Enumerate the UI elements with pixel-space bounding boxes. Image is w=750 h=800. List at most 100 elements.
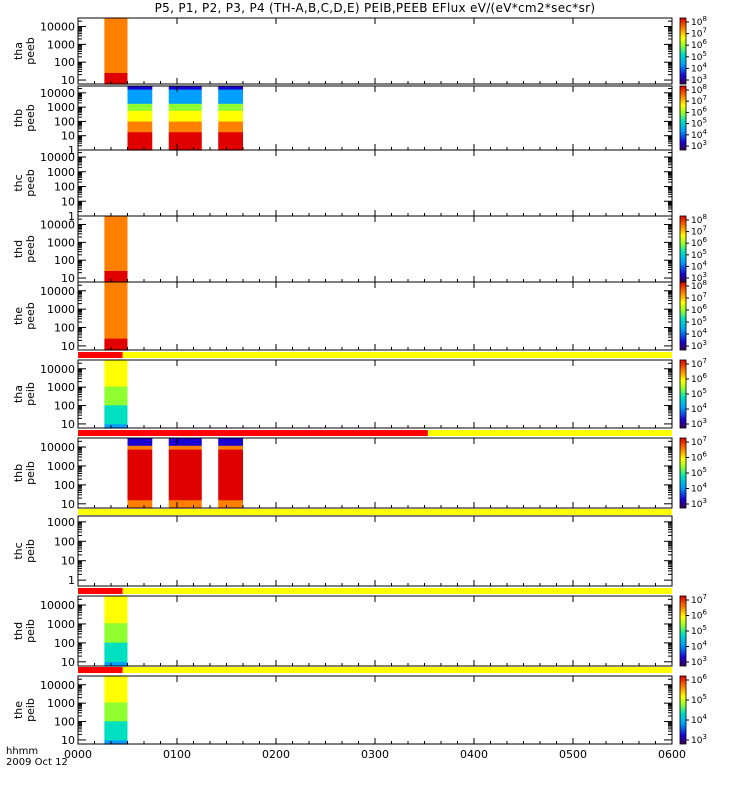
- panel-probe-label: thb: [12, 464, 25, 482]
- spectrogram-bin: [104, 710, 128, 715]
- status-bar: [78, 352, 672, 358]
- spectrogram-bin: [104, 234, 128, 239]
- spectrogram-bin: [104, 728, 128, 734]
- spectrogram-bin: [168, 492, 202, 497]
- spectrogram-bin: [218, 96, 243, 101]
- spectrogram-bin: [104, 676, 128, 681]
- spectrogram-bin: [104, 54, 128, 59]
- panel-frame: [77, 215, 673, 283]
- spectrogram-bin: [104, 736, 128, 741]
- spectrogram-bin: [104, 282, 128, 287]
- y-tick-label: 1000: [47, 618, 75, 631]
- y-tick-label: 10000: [40, 219, 75, 232]
- spectrogram-bin: [104, 732, 128, 738]
- spectrogram-bin: [218, 125, 243, 130]
- spectrogram-bin: [104, 717, 128, 722]
- spectrogram-bin: [104, 619, 128, 624]
- spectrogram-bin: [104, 740, 128, 745]
- panel-tha-peib: 10 100 1000 10000 tha peib 103 104 105 106 107: [12, 352, 707, 431]
- spectrogram-bin: [168, 469, 202, 474]
- spectrogram-bin: [127, 461, 153, 466]
- spectrogram-bin: [104, 312, 128, 317]
- spectrogram-bin: [104, 382, 128, 388]
- spectrogram-bin: [104, 375, 128, 380]
- panel-probe-label: thd: [12, 622, 25, 640]
- panel-frame: [77, 515, 673, 587]
- spectrogram-bin: [127, 438, 153, 443]
- spectrogram-bin: [218, 89, 243, 94]
- panel-thb-peib: 10 100 1000 10000 thb peib 103 104 105 106 107: [12, 430, 707, 511]
- spectrogram-bin: [218, 128, 243, 133]
- panel-frame: [77, 595, 673, 667]
- spectrogram-bin: [104, 401, 128, 406]
- spectrogram-bin: [104, 230, 128, 235]
- spectrogram-bin: [168, 132, 202, 137]
- spectrogram-bin: [104, 596, 128, 601]
- spectrogram-bin: [218, 114, 243, 119]
- spectrogram-bin: [104, 69, 128, 74]
- y-tick-label: 1000: [47, 516, 75, 529]
- colorbar: [679, 595, 687, 667]
- spectrogram-bin: [104, 599, 128, 605]
- spectrogram-bin: [104, 658, 128, 663]
- spectrogram-bin: [168, 93, 202, 98]
- x-tick-label: 0300: [361, 748, 389, 761]
- chart-title: P5, P1, P2, P3, P4 (TH-A,B,C,D,E) PEIB,P…: [154, 1, 596, 15]
- y-tick-label: 10000: [40, 87, 75, 100]
- x-tick-label: 0100: [163, 748, 191, 761]
- spectrogram-bin: [127, 110, 153, 116]
- colorbar-label: 107: [691, 357, 707, 370]
- spectrogram-bin: [104, 725, 128, 730]
- spectrogram-bin: [168, 139, 202, 144]
- spectrogram-bin: [218, 496, 243, 501]
- spectrogram-bin: [218, 103, 243, 108]
- y-tick-label: 100: [54, 115, 75, 128]
- spectrogram-bin: [168, 504, 202, 509]
- spectrogram-bin: [104, 371, 128, 376]
- colorbar-label: 105: [691, 693, 707, 706]
- spectrogram-bin: [104, 394, 128, 399]
- spectrogram-bin: [104, 62, 128, 67]
- y-tick-label: 10: [61, 272, 75, 285]
- spectrogram-bin: [168, 496, 202, 501]
- spectrogram-bin: [218, 445, 243, 451]
- status-bar: [78, 509, 672, 515]
- spectrogram-bin: [104, 219, 128, 224]
- spectrogram-bin: [168, 86, 202, 91]
- spectrogram-bin: [104, 278, 128, 283]
- spectrogram-bin: [168, 146, 202, 151]
- spectrogram-bin: [218, 480, 243, 486]
- x-tick-label: 0200: [262, 748, 290, 761]
- spectrogram-bin: [104, 304, 128, 310]
- colorbar: [679, 215, 687, 283]
- spectrogram-bin: [104, 263, 128, 268]
- spectrogram-bin: [104, 216, 128, 221]
- panel-probe-label: thc: [12, 542, 25, 559]
- spectrogram-bin: [218, 146, 243, 151]
- y-tick-label: 1000: [47, 460, 75, 473]
- colorbar: [679, 85, 687, 151]
- panel-probe-label: the: [12, 701, 25, 719]
- panel-probe-label: thc: [12, 174, 25, 191]
- status-bar: [78, 588, 672, 594]
- panel-frame: [77, 85, 673, 151]
- spectrogram-bin: [168, 500, 202, 505]
- y-tick-label: 10000: [40, 151, 75, 164]
- colorbar-label: 104: [691, 482, 707, 495]
- x-tick-label: 0600: [658, 748, 686, 761]
- spectrogram-bin: [104, 615, 128, 620]
- spectrogram-bin: [168, 121, 202, 126]
- spectrogram-bin: [104, 249, 128, 254]
- y-tick-label: 10: [61, 340, 75, 353]
- spectrogram-bin: [104, 252, 128, 257]
- spectrogram-bin: [104, 293, 128, 298]
- y-tick-label: 10000: [40, 285, 75, 298]
- spectrogram-bin: [104, 679, 128, 685]
- spectrogram-bin: [104, 58, 128, 63]
- spectrogram-bin: [127, 476, 153, 482]
- date-label: 2009 Oct 12: [6, 757, 68, 768]
- spectrogram-bin: [104, 642, 128, 648]
